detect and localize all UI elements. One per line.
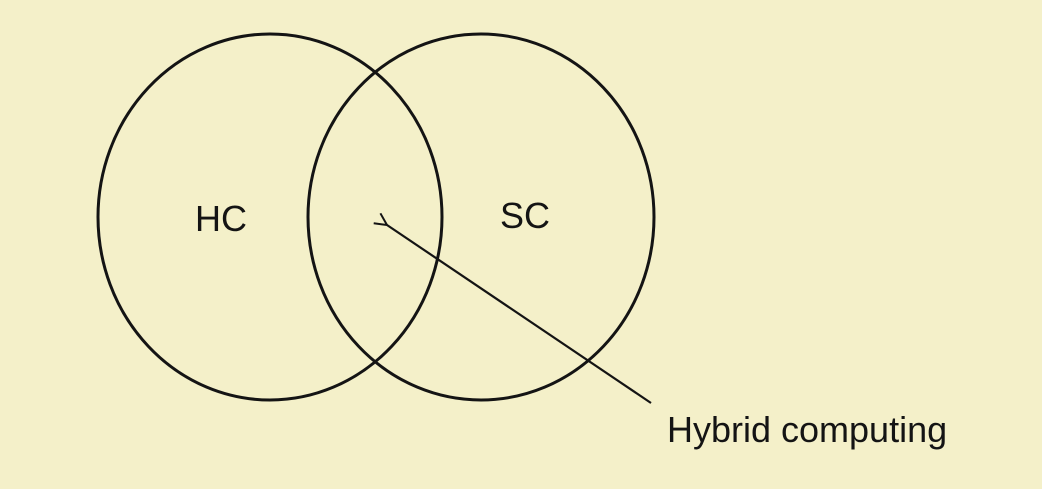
hc-circle [96,32,444,402]
intersection-arrow [387,225,652,404]
sc-circle [306,32,656,402]
hybrid-computing-label: Hybrid computing [667,409,947,450]
hc-label: HC [195,198,247,239]
sc-label: SC [500,195,550,236]
